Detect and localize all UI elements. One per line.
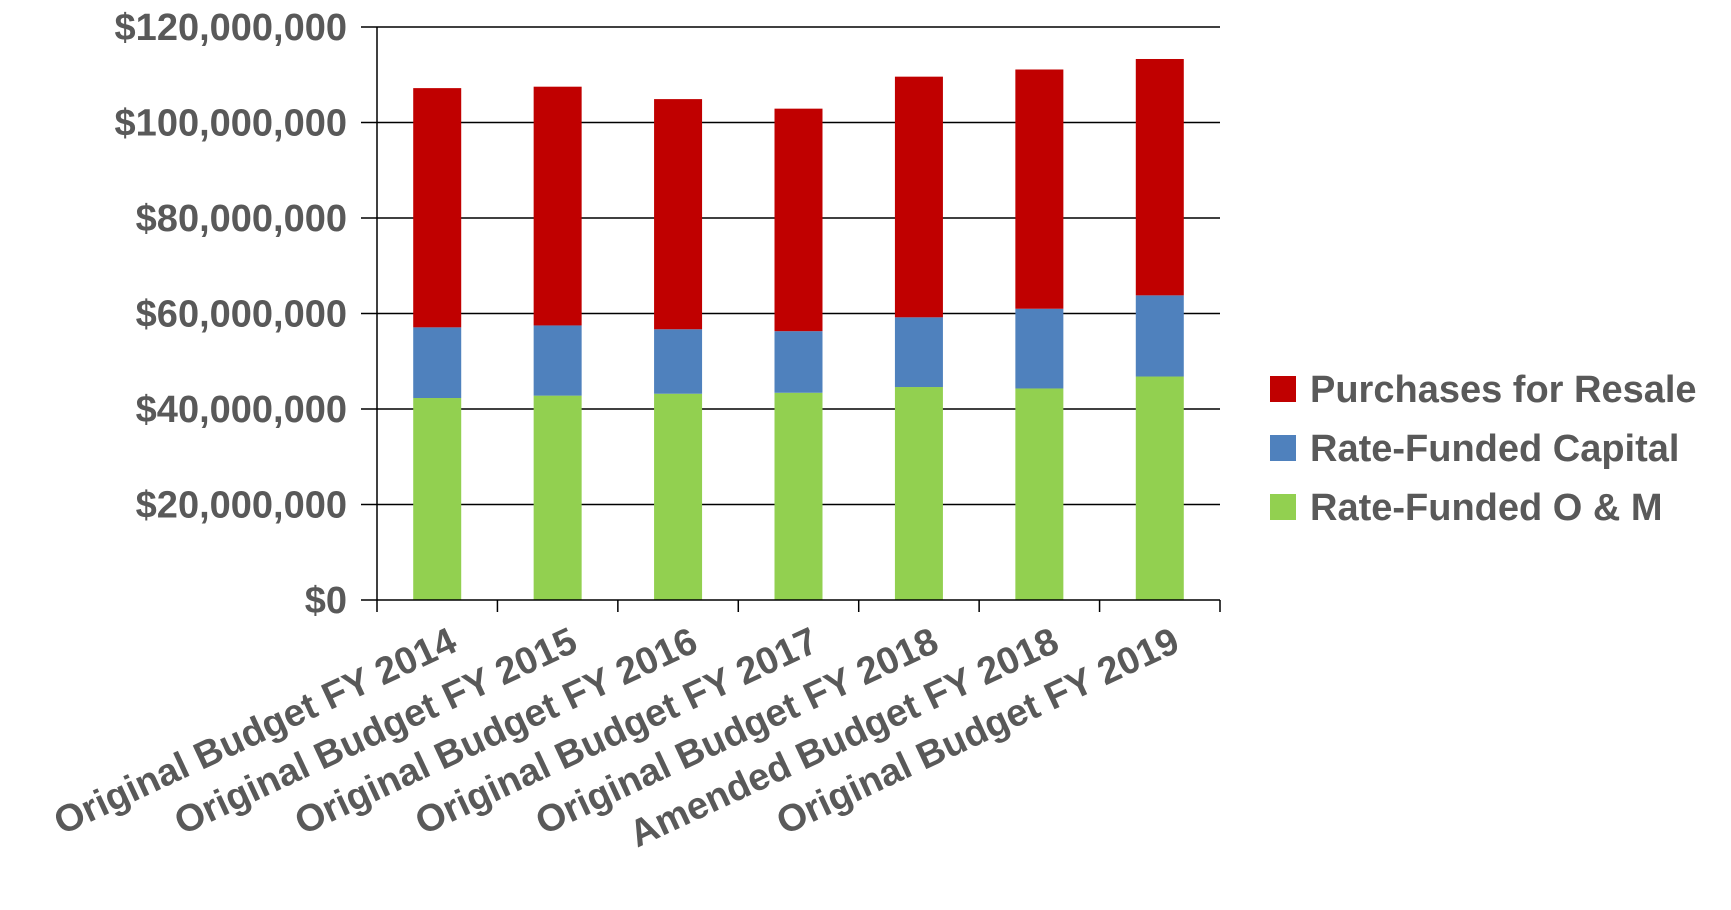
bar-segment-rate-funded-capital [1015,308,1064,389]
y-axis-tick-labels: $0 $20,000,000 $40,000,000 $60,000,000 $80,0… [115,7,347,622]
y-tick-label: $80,000,000 [136,198,347,240]
y-tick-label: $120,000,000 [115,7,347,49]
bar-segment-rate-funded-o-m [1135,376,1184,600]
bar-segment-rate-funded-o-m [533,395,582,600]
legend-swatch [1270,494,1296,520]
bar-segment-purchases-for-resale [1135,58,1184,296]
bar-segment-rate-funded-capital [774,331,823,393]
bar-segment-purchases-for-resale [533,86,582,326]
bar-segment-purchases-for-resale [894,76,943,318]
bars [413,58,1184,600]
bar-segment-rate-funded-o-m [894,387,943,600]
legend-item: Rate-Funded Capital [1270,428,1679,470]
bar-segment-purchases-for-resale [774,108,823,332]
legend-label: Rate-Funded O & M [1310,487,1663,529]
y-tick-label: $60,000,000 [136,294,347,336]
bar-segment-rate-funded-o-m [654,393,703,600]
legend-item: Purchases for Resale [1270,369,1697,411]
bar-segment-purchases-for-resale [413,88,462,328]
legend-label: Purchases for Resale [1310,369,1697,411]
bar-segment-rate-funded-capital [1135,295,1184,377]
y-tick-label: $0 [305,580,347,622]
bar-segment-rate-funded-capital [654,329,703,394]
legend-label: Rate-Funded Capital [1310,428,1679,470]
bar-segment-rate-funded-capital [533,325,582,396]
legend-item: Rate-Funded O & M [1270,487,1663,529]
bar-segment-rate-funded-capital [894,317,943,388]
legend-swatch [1270,376,1296,402]
y-tick-label: $20,000,000 [136,485,347,527]
y-tick-label: $100,000,000 [115,103,347,145]
bar-segment-rate-funded-o-m [774,392,823,600]
legend-swatch [1270,435,1296,461]
axes [361,26,1221,612]
y-tick-label: $40,000,000 [136,389,347,431]
bar-segment-rate-funded-capital [413,327,462,399]
bar-segment-rate-funded-o-m [1015,388,1064,600]
bar-segment-rate-funded-o-m [413,398,462,600]
bar-segment-purchases-for-resale [654,99,703,330]
bar-segment-purchases-for-resale [1015,69,1064,309]
legend: Purchases for Resale Rate-Funded Capital R… [1270,369,1697,529]
